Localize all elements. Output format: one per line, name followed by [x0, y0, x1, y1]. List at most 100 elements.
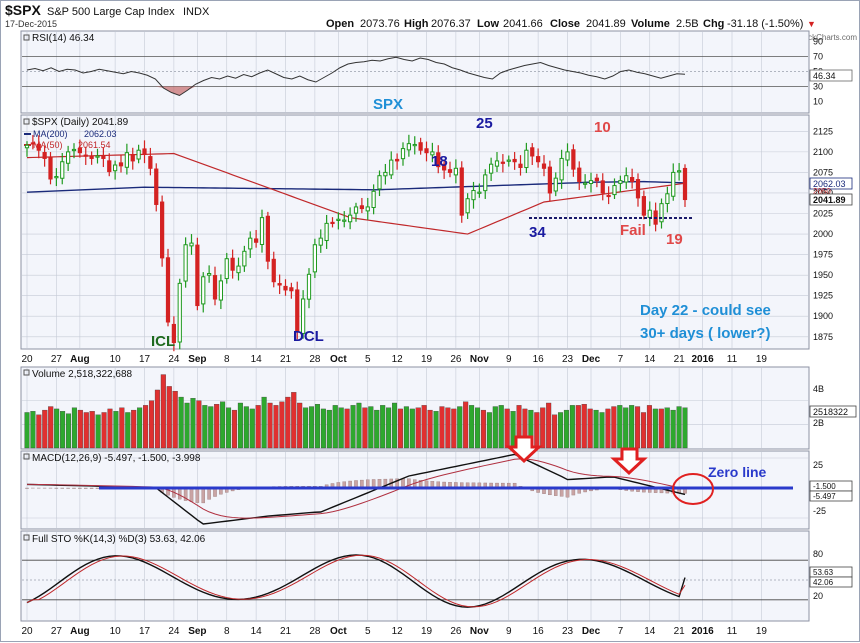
candle-up — [678, 171, 681, 172]
candle-up — [484, 175, 487, 191]
annotation-10: 10 — [594, 119, 611, 136]
close-label: Close — [550, 18, 580, 30]
low-value: 2041.66 — [503, 18, 543, 30]
candle-down — [607, 195, 610, 196]
volume-bar-down — [90, 411, 95, 448]
volume-bar-up — [327, 410, 332, 448]
candle-up — [566, 152, 569, 160]
volume-bar-up — [594, 410, 599, 448]
x-axis-label: 28 — [309, 626, 321, 637]
candle-up — [190, 243, 193, 246]
volume-bar-down — [546, 403, 551, 448]
volume-bar-down — [214, 404, 219, 448]
candle-down — [425, 149, 428, 153]
volume-bar-down — [84, 412, 89, 448]
x-axis-label: Sep — [188, 626, 206, 637]
volume-bar-up — [191, 398, 196, 448]
candle-up — [125, 153, 128, 168]
candle-down — [419, 143, 422, 151]
candle-down — [49, 157, 52, 179]
candle-down — [331, 222, 334, 223]
volume-bar-down — [588, 409, 593, 448]
candle-up — [184, 245, 187, 281]
candle-down — [102, 156, 105, 158]
volume-bar-down — [635, 407, 640, 448]
volume-bar-down — [398, 409, 403, 448]
ohlc-summary: Open 2073.76 High 2076.37 Low 2041.66 Cl… — [326, 18, 816, 30]
sto-value-k: 53.63 — [813, 568, 834, 577]
volume-bar-down — [36, 415, 41, 448]
candle-down — [513, 159, 516, 161]
candle-up — [319, 238, 322, 245]
candle-up — [307, 274, 310, 299]
volume-bar-down — [297, 403, 302, 448]
candle-down — [548, 167, 551, 193]
volume-bar-down — [197, 401, 202, 448]
candle-up — [401, 149, 404, 159]
x-axis-label: Aug — [70, 354, 89, 365]
x-axis-label: 17 — [139, 626, 151, 637]
candle-down — [284, 286, 287, 290]
volume-bar-down — [291, 392, 296, 448]
candle-up — [337, 219, 340, 220]
volume-bar-down — [606, 409, 611, 448]
candle-up — [372, 191, 375, 207]
macd-histogram-bar — [208, 488, 211, 499]
x-axis-label: 2016 — [692, 354, 715, 365]
volume-bar-up — [434, 411, 439, 448]
candle-up — [554, 178, 557, 191]
candle-up — [525, 150, 528, 167]
candle-down — [572, 150, 575, 169]
x-axis-label: 14 — [644, 626, 656, 637]
x-axis-label: 16 — [533, 354, 545, 365]
volume-bar-down — [659, 409, 664, 448]
x-axis-label: Aug — [70, 626, 89, 637]
volume-bar-up — [469, 405, 474, 448]
price-tick-label: 2100 — [813, 147, 833, 157]
candle-down — [595, 178, 598, 180]
volume-bar-up — [220, 402, 225, 448]
price-tick-label: 2025 — [813, 209, 833, 219]
annotation-note-line1: Day 22 - could see — [640, 302, 771, 319]
volume-bar-up — [339, 408, 344, 448]
candle-up — [61, 162, 64, 179]
x-axis-label: 27 — [51, 626, 63, 637]
candle-up — [313, 245, 316, 272]
volume-current-value: 2518322 — [813, 407, 848, 417]
volume-bar-down — [42, 410, 47, 448]
candle-down — [84, 155, 87, 156]
candle-down — [231, 258, 234, 270]
volume-bar-up — [392, 403, 397, 448]
volume-bar-down — [481, 410, 486, 448]
candle-down — [90, 156, 93, 158]
volume-value: 2.5B — [676, 18, 699, 30]
candle-down — [161, 202, 164, 258]
x-axis-label: 24 — [168, 354, 180, 365]
candle-up — [349, 215, 352, 222]
candle-down — [542, 164, 545, 168]
macd-histogram-bar — [90, 488, 93, 489]
volume-bar-up — [54, 409, 59, 448]
volume-bar-up — [202, 405, 207, 448]
volume-bar-down — [505, 409, 510, 448]
rsi-tick-label: 70 — [813, 52, 823, 62]
volume-bar-up — [487, 412, 492, 448]
volume-bar-down — [534, 412, 539, 448]
volume-bar-down — [102, 412, 107, 448]
candle-down — [631, 178, 634, 182]
sto-title: Full STO %K(14,3) %D(3) 53.63, 42.06 — [32, 534, 206, 545]
price-tick-label: 1875 — [813, 332, 833, 342]
candle-down — [601, 181, 604, 193]
candle-down — [683, 168, 686, 199]
candle-down — [31, 143, 34, 144]
open-label: Open — [326, 18, 354, 30]
candle-up — [413, 144, 416, 145]
candle-up — [219, 281, 222, 300]
annotation-spx: SPX — [373, 96, 403, 113]
candle-down — [108, 161, 111, 172]
candle-down — [78, 148, 81, 152]
volume-bar-down — [167, 386, 172, 448]
volume-bar-down — [143, 405, 148, 448]
volume-bar-up — [238, 403, 243, 448]
